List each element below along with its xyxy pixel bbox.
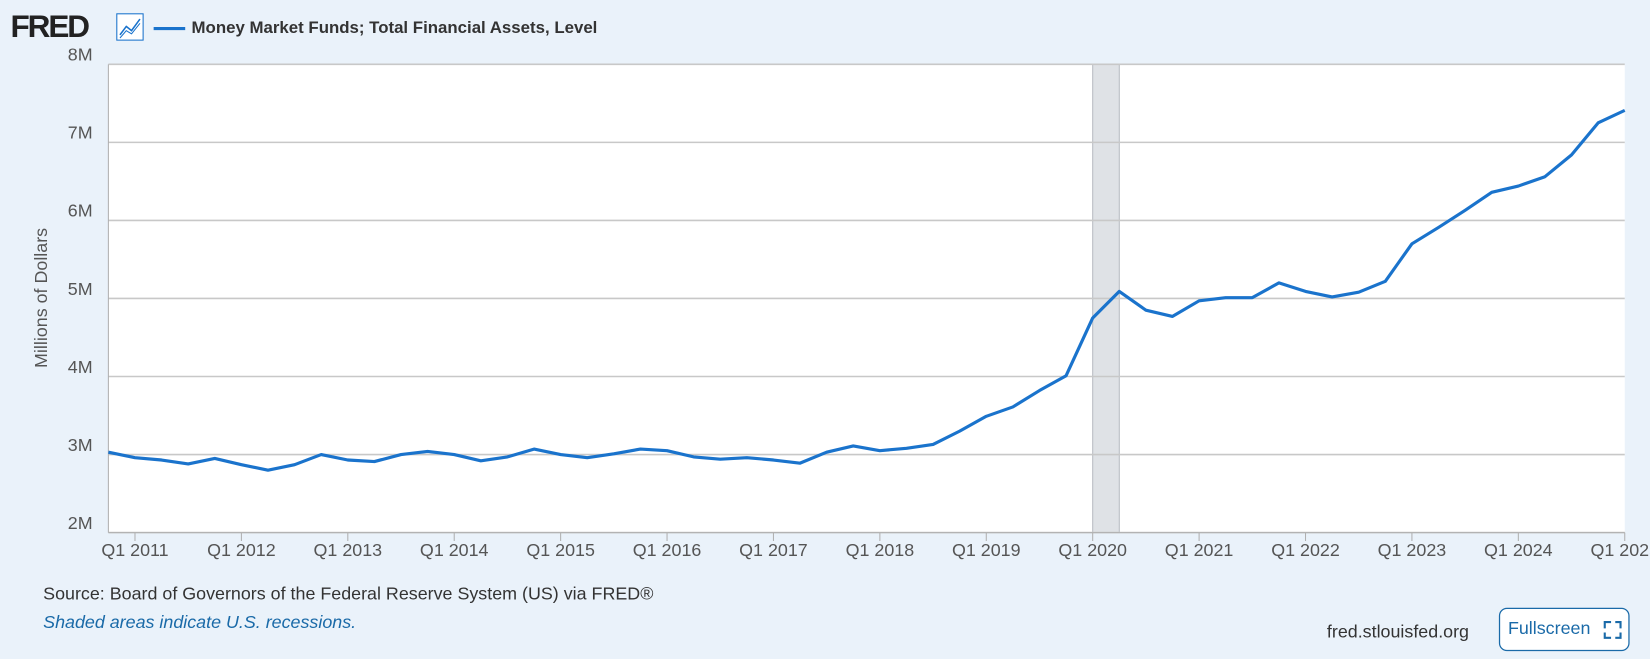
y-axis-label: Millions of Dollars — [31, 228, 51, 368]
legend-label: Money Market Funds; Total Financial Asse… — [192, 18, 598, 37]
y-tick-label: 4M — [68, 357, 93, 377]
x-tick-label: Q1 2012 — [207, 540, 276, 560]
x-tick-label: Q1 2011 — [101, 540, 168, 560]
x-tick-label: Q1 2021 — [1165, 540, 1234, 560]
x-tick-label: Q1 2016 — [633, 540, 702, 560]
series-line — [108, 108, 1626, 472]
x-tick-label: Q1 2015 — [526, 540, 595, 560]
x-tick-label: Q1 2019 — [952, 540, 1021, 560]
x-tick-label: Q1 2014 — [420, 540, 489, 560]
x-tick-label: Q1 2017 — [739, 540, 808, 560]
x-tick-label: Q1 2018 — [846, 540, 915, 560]
source: Source: Board of Governors of the Federa… — [43, 583, 653, 603]
y-tick-label: 7M — [68, 123, 93, 143]
site: fred.stlouisfed.org — [1327, 621, 1469, 641]
fullscreen-button[interactable]: Fullscreen — [1498, 607, 1630, 652]
plot — [107, 63, 1626, 542]
x-tick-label: Q1 2024 — [1484, 540, 1553, 560]
x-tick-label: Q1 2023 — [1378, 540, 1447, 560]
fullscreen-label[interactable]: Fullscreen — [1508, 618, 1590, 638]
note: Shaded areas indicate U.S. recessions. — [43, 612, 356, 632]
x-tick-label: Q1 2020 — [1058, 540, 1127, 560]
x-tick-label: Q1 2013 — [314, 540, 383, 560]
graph-icon — [116, 13, 144, 41]
x-tick-label: Q1 2025 — [1590, 540, 1650, 560]
y-tick-label: 6M — [68, 201, 93, 221]
y-tick-label: 5M — [68, 279, 93, 299]
y-tick-label: 2M — [68, 513, 93, 533]
y-tick-label: 8M — [68, 45, 93, 65]
logo: FRED — [11, 8, 90, 44]
y-tick-label: 3M — [68, 435, 93, 455]
x-tick-label: Q1 2022 — [1271, 540, 1340, 560]
